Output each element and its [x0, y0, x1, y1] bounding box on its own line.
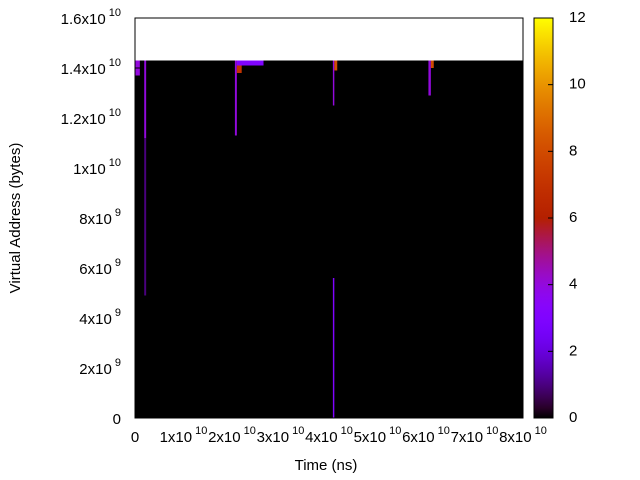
x-axis-label: Time (ns) [295, 457, 358, 474]
colorbar-tick-label: 12 [569, 9, 586, 26]
heat-cell [236, 65, 242, 73]
heat-cell [334, 60, 338, 71]
y-axis-label: Virtual Address (bytes) [7, 143, 24, 294]
y-tick-label: 1x10 10 [73, 157, 121, 178]
colorbar-tick-label: 8 [569, 142, 577, 159]
y-tick-label: 2x10 9 [79, 357, 121, 378]
y-tick-label: 8x10 9 [79, 207, 121, 228]
x-tick-label: 4x10 10 [305, 425, 353, 446]
colorbar-tick-label: 6 [569, 209, 577, 226]
heat-cell [430, 60, 434, 68]
y-tick-label: 1.4x10 10 [61, 57, 121, 78]
colorbar-tick-label: 4 [569, 276, 577, 293]
x-tick-label: 7x10 10 [451, 425, 499, 446]
heat-cell [428, 60, 431, 96]
heat-cell [332, 60, 335, 106]
heat-cell [236, 60, 264, 66]
y-tick-label: 4x10 9 [79, 307, 121, 328]
x-tick-label: 6x10 10 [402, 425, 450, 446]
heat-cell [144, 138, 147, 296]
colorbar-tick-label: 0 [569, 409, 577, 426]
y-tick-label: 6x10 9 [79, 257, 121, 278]
x-tick-label: 3x10 10 [257, 425, 305, 446]
x-tick-label: 1x10 10 [160, 425, 208, 446]
x-tick-label: 8x10 10 [499, 425, 547, 446]
heat-cell [144, 60, 147, 138]
x-tick-label: 2x10 10 [208, 425, 256, 446]
y-tick-label: 1.2x10 10 [61, 107, 121, 128]
heat-cell [234, 60, 237, 136]
heat-cell [332, 278, 335, 418]
x-tick-label: 0 [131, 429, 139, 446]
heat-cell [135, 60, 523, 418]
y-tick-label: 0 [113, 411, 121, 428]
x-tick-label: 5x10 10 [354, 425, 402, 446]
colorbar-tick-label: 2 [569, 342, 577, 359]
y-tick-label: 1.6x10 10 [61, 7, 121, 28]
colorbar-tick-label: 10 [569, 76, 586, 93]
